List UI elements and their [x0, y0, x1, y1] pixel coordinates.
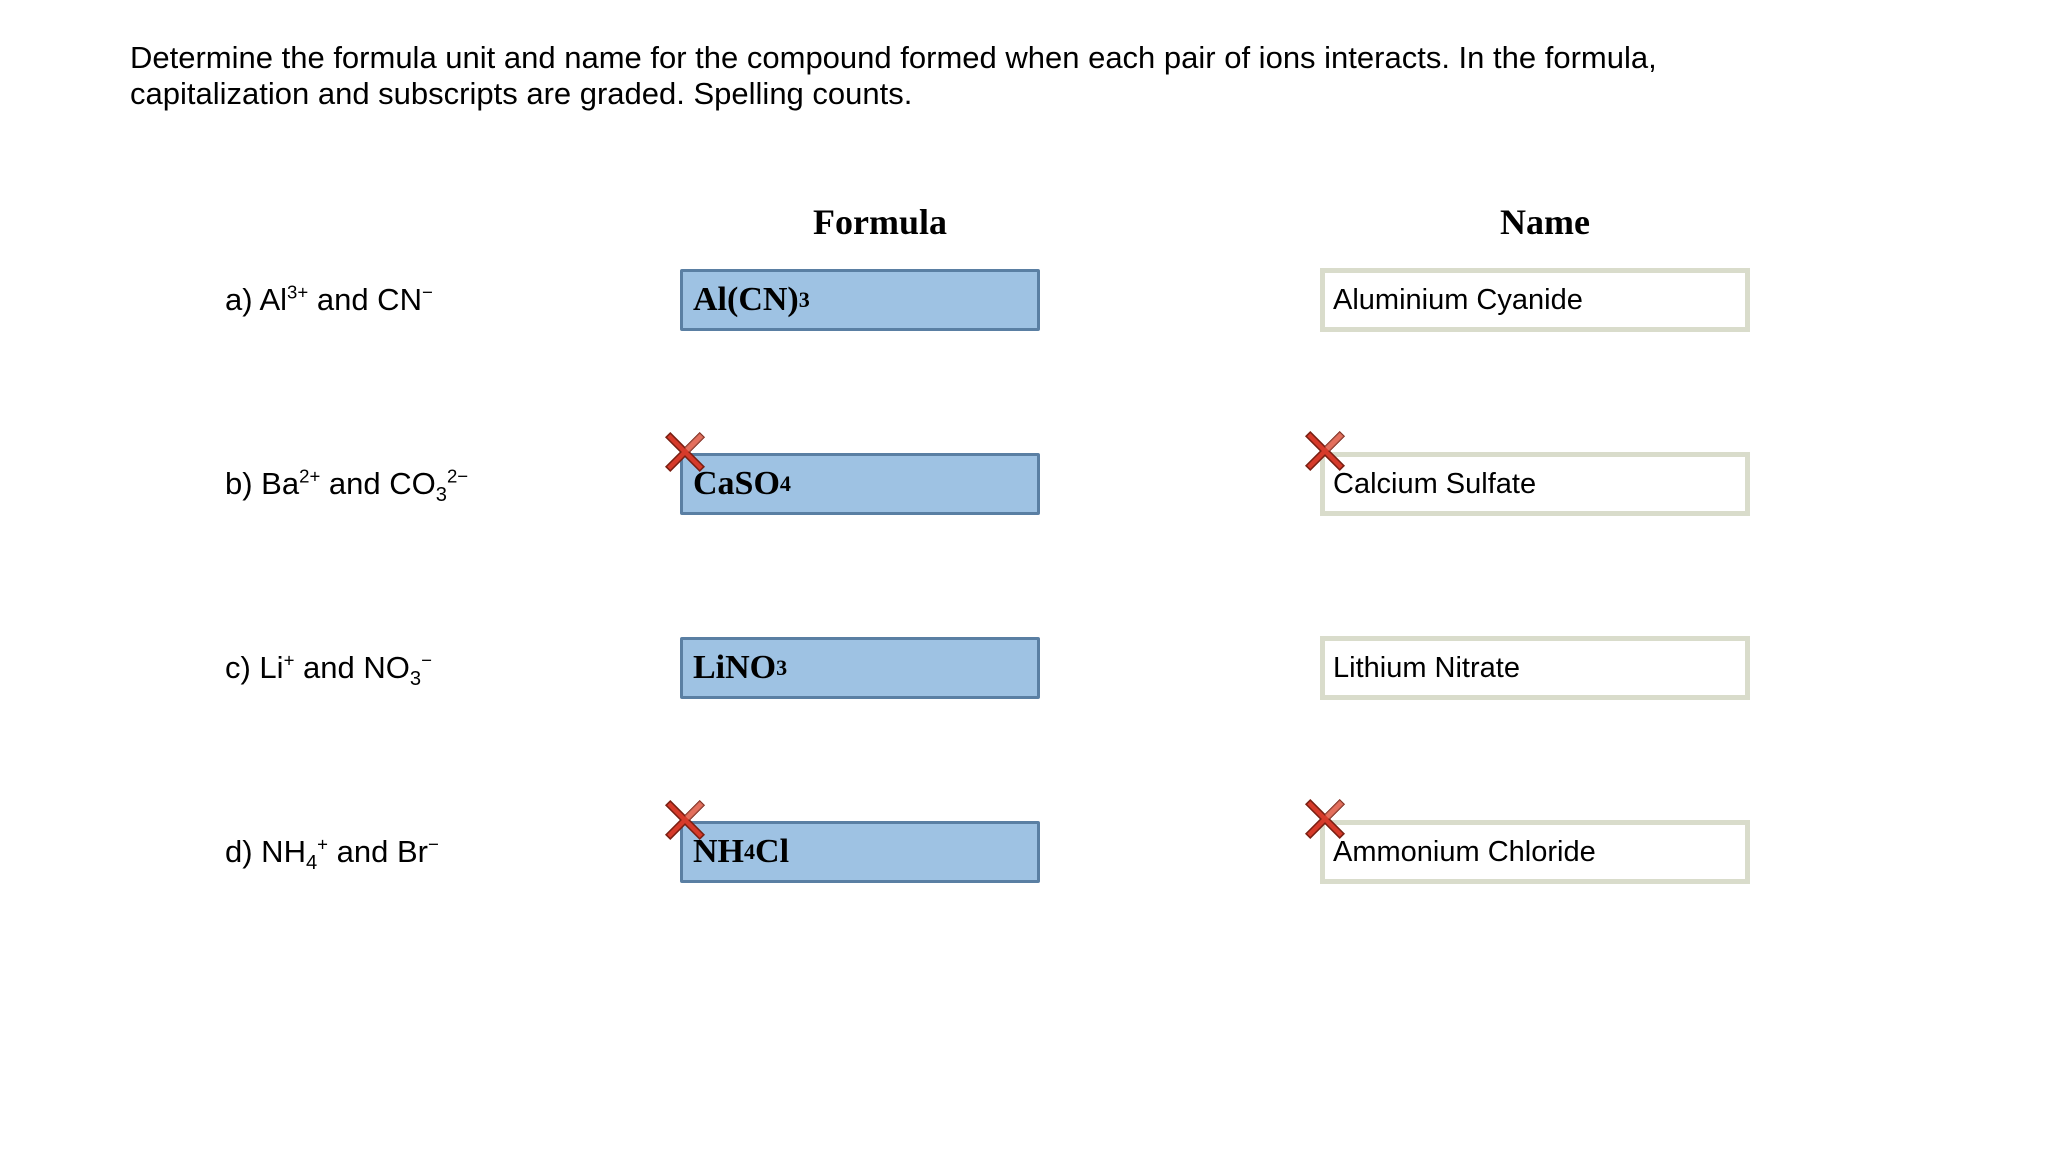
- header-name: Name: [1320, 201, 1770, 243]
- question-row: b) Ba2+ and CO32− CaSO4 Calcium Sulfate: [130, 452, 1916, 516]
- instructions-text: Determine the formula unit and name for …: [130, 40, 1780, 111]
- formula-input[interactable]: CaSO4: [680, 453, 1040, 515]
- formula-cell: Al(CN)3: [680, 269, 1080, 331]
- question-row: d) NH4+ and Br− NH4Cl Ammonium Chloride: [130, 820, 1916, 884]
- wrong-mark-icon: [1304, 430, 1346, 472]
- wrong-mark-icon: [1304, 798, 1346, 840]
- ion-pair-label: d) NH4+ and Br−: [130, 834, 680, 870]
- formula-input[interactable]: NH4Cl: [680, 821, 1040, 883]
- wrong-mark-icon: [664, 431, 706, 473]
- name-cell: Lithium Nitrate: [1320, 636, 1770, 700]
- formula-cell: LiNO3: [680, 637, 1080, 699]
- formula-cell: NH4Cl: [680, 821, 1080, 883]
- ion-pair-label: c) Li+ and NO3−: [130, 650, 680, 686]
- question-row: a) Al3+ and CN− Al(CN)3 Aluminium Cyanid…: [130, 268, 1916, 332]
- wrong-mark-icon: [664, 799, 706, 841]
- name-input[interactable]: Aluminium Cyanide: [1320, 268, 1750, 332]
- question-row: c) Li+ and NO3− LiNO3 Lithium Nitrate: [130, 636, 1916, 700]
- column-headers: Formula Name: [130, 201, 1916, 243]
- formula-cell: CaSO4: [680, 453, 1080, 515]
- name-input[interactable]: Calcium Sulfate: [1320, 452, 1750, 516]
- header-gap: [1080, 201, 1320, 243]
- ion-pair-label: b) Ba2+ and CO32−: [130, 466, 680, 502]
- name-input[interactable]: Lithium Nitrate: [1320, 636, 1750, 700]
- page: Determine the formula unit and name for …: [0, 0, 2046, 1149]
- name-cell: Aluminium Cyanide: [1320, 268, 1770, 332]
- name-cell: Calcium Sulfate: [1320, 452, 1770, 516]
- ion-pair-label: a) Al3+ and CN−: [130, 282, 680, 318]
- name-input[interactable]: Ammonium Chloride: [1320, 820, 1750, 884]
- name-cell: Ammonium Chloride: [1320, 820, 1770, 884]
- rows-container: a) Al3+ and CN− Al(CN)3 Aluminium Cyanid…: [130, 268, 1916, 884]
- header-spacer: [130, 201, 680, 243]
- header-formula: Formula: [680, 201, 1080, 243]
- formula-input[interactable]: Al(CN)3: [680, 269, 1040, 331]
- formula-input[interactable]: LiNO3: [680, 637, 1040, 699]
